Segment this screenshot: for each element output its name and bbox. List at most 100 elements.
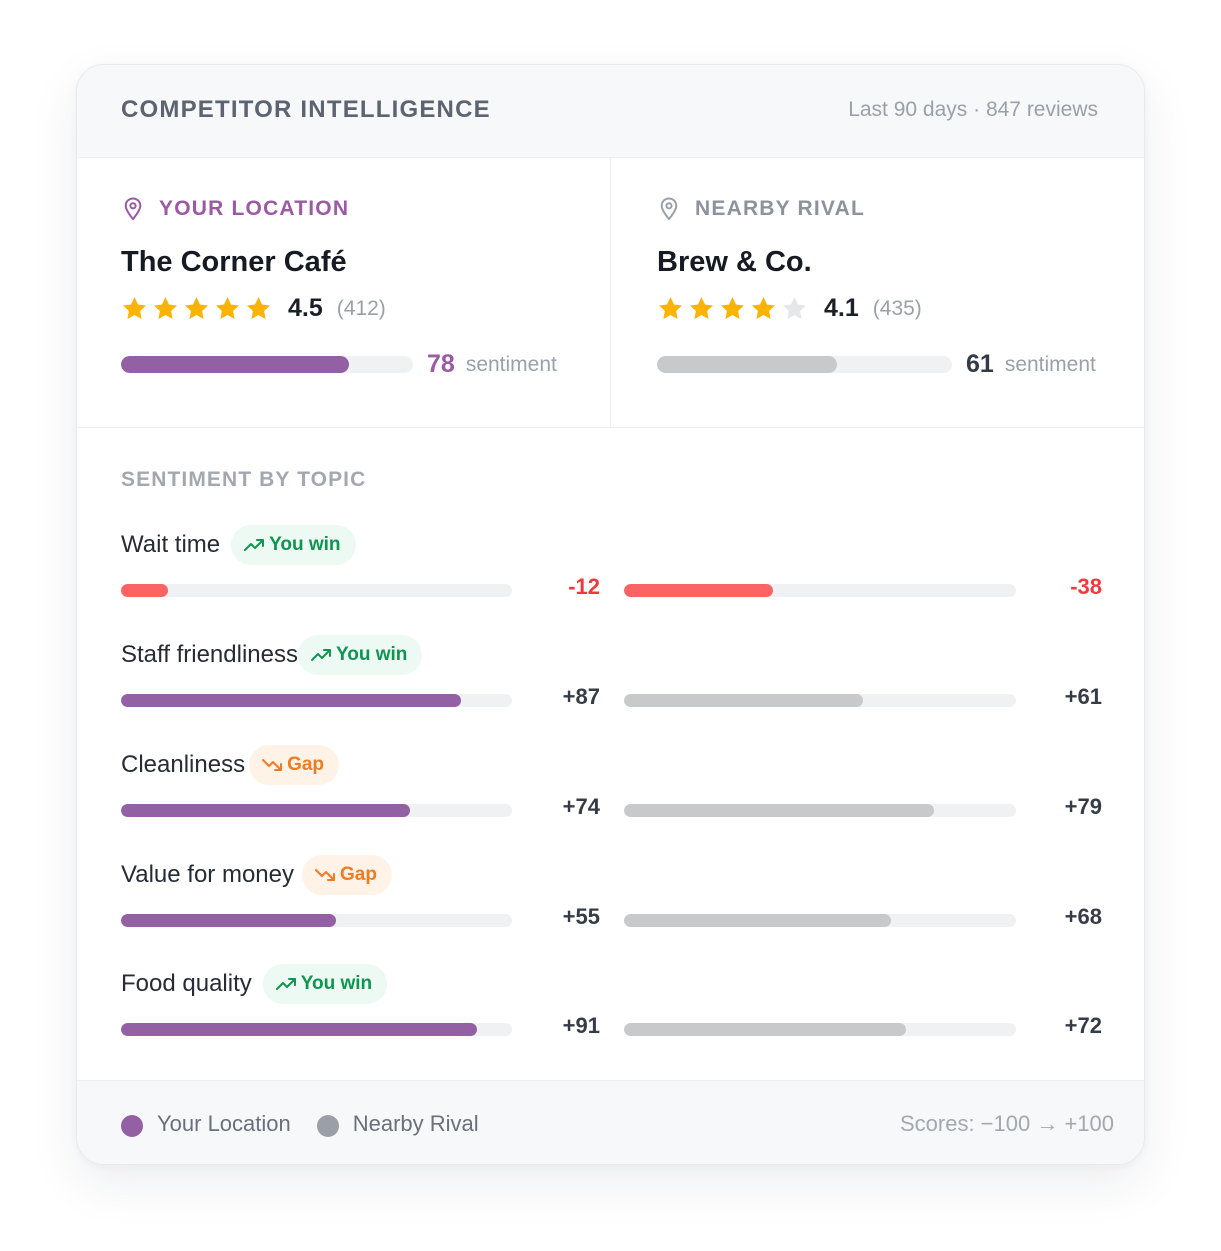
star-rating bbox=[657, 295, 808, 322]
rating-row: 4.1 (435) bbox=[657, 294, 922, 323]
location-name: The Corner Café bbox=[121, 246, 347, 278]
legend: Your Location Nearby Rival bbox=[121, 1111, 505, 1137]
your-score-fill bbox=[121, 1023, 477, 1036]
badge-label: Gap bbox=[339, 864, 377, 885]
rival-score-bar bbox=[624, 804, 1016, 817]
your-location-tag: YOUR LOCATION bbox=[121, 196, 349, 222]
your-score-fill bbox=[121, 914, 337, 927]
topic-name: Value for money bbox=[121, 861, 294, 888]
badge-label: You win bbox=[269, 534, 341, 555]
your-score-fill bbox=[121, 694, 462, 707]
topic-row: Value for money Gap +55 +68 bbox=[77, 855, 1144, 955]
trend-icon bbox=[310, 648, 332, 662]
location-tag-label: NEARBY RIVAL bbox=[695, 197, 865, 220]
topic-name: Cleanliness bbox=[121, 751, 246, 778]
trend-icon bbox=[261, 758, 283, 772]
trend-icon bbox=[275, 977, 297, 991]
rival-score-value: +68 bbox=[1064, 904, 1102, 929]
topic-badge: You win bbox=[298, 635, 423, 675]
legend-item-your-location: Your Location bbox=[121, 1111, 291, 1137]
rival-location-panel: NEARBY RIVAL Brew & Co. 4.1 (435) 61 sen… bbox=[611, 158, 1144, 427]
trending-up-icon bbox=[311, 649, 331, 661]
your-score-value: +91 bbox=[562, 1013, 600, 1038]
your-score-bar bbox=[121, 584, 512, 597]
star-filled-icon bbox=[216, 297, 239, 319]
score-scale-note: Scores: −100 → +100 bbox=[899, 1111, 1114, 1136]
sentiment-label: sentiment bbox=[465, 352, 557, 376]
topic-bars: +87 +61 bbox=[77, 680, 1144, 710]
rival-score-bar bbox=[624, 584, 1016, 597]
topic-row: Wait time You win -12 -38 bbox=[77, 525, 1144, 625]
badge-label: Gap bbox=[287, 754, 325, 775]
topic-head: Wait time You win bbox=[121, 525, 356, 565]
your-location-panel: YOUR LOCATION The Corner Café 4.5 (412) … bbox=[77, 158, 611, 427]
location-pin-icon bbox=[660, 197, 678, 221]
rival-score-bar bbox=[624, 1023, 1016, 1036]
trending-down-icon bbox=[262, 759, 283, 771]
topic-row: Staff friendliness You win +87 +61 bbox=[77, 635, 1144, 735]
trending-down-icon bbox=[314, 869, 335, 881]
rival-score-value: -38 bbox=[1070, 574, 1102, 599]
sentiment-value: 61 bbox=[966, 350, 994, 378]
topic-name: Staff friendliness bbox=[121, 641, 298, 668]
rival-score-value: +61 bbox=[1064, 684, 1102, 709]
star-filled-icon bbox=[659, 297, 682, 319]
topic-badge: You win bbox=[262, 964, 388, 1004]
your-score-bar bbox=[121, 804, 512, 817]
card-footer: Your Location Nearby Rival Scores: −100 … bbox=[77, 1080, 1144, 1164]
your-score-bar bbox=[121, 694, 512, 707]
trend-icon bbox=[243, 538, 265, 552]
topic-head: Value for money Gap bbox=[121, 855, 392, 895]
rating-value: 4.5 bbox=[288, 294, 323, 322]
topic-bars: -12 -38 bbox=[77, 570, 1144, 600]
legend-item-nearby-rival: Nearby Rival bbox=[316, 1111, 479, 1137]
rival-score-value: +79 bbox=[1064, 794, 1102, 819]
rival-score-fill bbox=[624, 584, 773, 597]
sentiment-bar-fill bbox=[657, 356, 837, 373]
your-score-fill bbox=[121, 584, 168, 597]
trending-up-icon bbox=[244, 539, 265, 551]
your-score-bar bbox=[121, 1023, 512, 1036]
legend-dot bbox=[316, 1115, 339, 1137]
star-filled-icon bbox=[185, 297, 208, 319]
rival-score-fill bbox=[624, 694, 864, 707]
topic-badge: You win bbox=[231, 525, 356, 565]
sentiment-bar-fill bbox=[121, 356, 349, 373]
location-tag-label: YOUR LOCATION bbox=[159, 197, 350, 220]
sentiment-label: sentiment bbox=[1004, 352, 1096, 376]
badge-label: You win bbox=[300, 973, 373, 994]
sentiment-value: 78 bbox=[427, 350, 455, 378]
star-filled-icon bbox=[154, 297, 177, 319]
topic-bars: +91 +72 bbox=[77, 1009, 1144, 1039]
star-rating bbox=[121, 295, 272, 322]
rival-score-fill bbox=[624, 804, 934, 817]
your-score-fill bbox=[121, 804, 411, 817]
topic-badge: Gap bbox=[249, 745, 340, 785]
trending-up-icon bbox=[275, 978, 296, 990]
star-filled-icon bbox=[123, 297, 146, 319]
star-empty-icon bbox=[783, 297, 806, 319]
rival-location-tag: NEARBY RIVAL bbox=[657, 196, 865, 222]
topic-name: Wait time bbox=[121, 531, 221, 558]
location-pin-icon bbox=[124, 197, 142, 221]
star-filled-icon bbox=[752, 297, 775, 319]
competitor-card: COMPETITOR INTELLIGENCE Last 90 days · 8… bbox=[76, 64, 1145, 1165]
star-filled-icon bbox=[690, 297, 713, 319]
rival-score-value: +72 bbox=[1064, 1013, 1102, 1038]
topic-head: Cleanliness Gap bbox=[121, 745, 340, 785]
topic-badge: Gap bbox=[301, 855, 392, 895]
sentiment-row: 78 sentiment bbox=[121, 350, 557, 379]
your-score-value: +87 bbox=[562, 684, 600, 709]
topic-row: Food quality You win +91 +72 bbox=[77, 964, 1144, 1064]
legend-dot bbox=[121, 1115, 143, 1137]
your-score-bar bbox=[121, 914, 512, 927]
sentiment-bar bbox=[657, 356, 952, 373]
sentiment-row: 61 sentiment bbox=[657, 350, 1096, 379]
rival-score-bar bbox=[624, 694, 1016, 707]
review-count: (412) bbox=[336, 296, 386, 320]
page-title: COMPETITOR INTELLIGENCE bbox=[121, 96, 491, 123]
topics-title: SENTIMENT BY TOPIC bbox=[121, 468, 367, 491]
sentiment-bar bbox=[121, 356, 413, 373]
rating-row: 4.5 (412) bbox=[121, 294, 386, 323]
your-score-value: -12 bbox=[568, 574, 600, 599]
